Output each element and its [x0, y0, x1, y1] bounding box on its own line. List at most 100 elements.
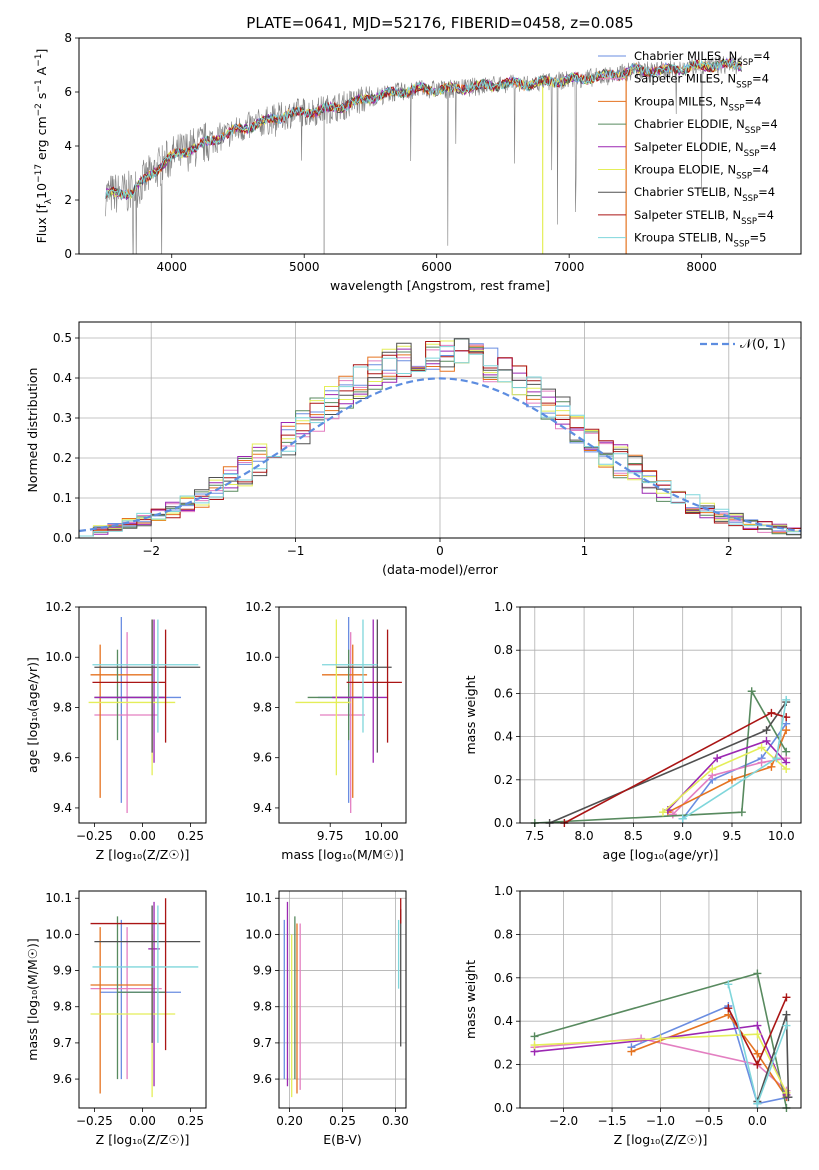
x-tick-label: 0.25 [177, 1114, 204, 1128]
weight-marker-salp_miles [757, 758, 766, 767]
y-tick-label: 10.2 [45, 600, 72, 614]
weight-marker-krou_elodie [530, 1041, 539, 1050]
x-tick-label: −1.0 [646, 1114, 675, 1128]
plot-area [88, 617, 201, 813]
x-tick-label: 0.30 [382, 1114, 409, 1128]
y-tick-label: 10.1 [45, 891, 72, 905]
x-tick-label: 8000 [686, 260, 717, 274]
frame: −2 −1 0 1 2 0.0 0.1 0.2 0.3 0.4 0.5 (data-model)/er… [25, 321, 802, 577]
y-tick-label: 10.1 [245, 891, 272, 905]
x-tick-label: 10.0 [768, 829, 795, 843]
frame: 9.75 10.00 9.4 9.6 9.8 10.0 10.2 mass [log₁₀(M/… [245, 600, 407, 862]
x-axis-label: E(B-V) [323, 1132, 362, 1147]
frame: −0.25 0.00 0.25 9.6 9.7 9.8 9.9 10.0 10.1 Z [log₁… [25, 890, 207, 1147]
y-tick-label: 0.2 [494, 1058, 513, 1072]
weight-marker-chab_stelib [784, 1093, 793, 1102]
y-tick-label: 0.3 [53, 411, 72, 425]
y-tick-label: 6 [64, 85, 72, 99]
y-tick-label: 0.0 [494, 1101, 513, 1115]
weight-marker-krou_elodie [782, 1088, 791, 1097]
axes-spectrum: 4000 5000 6000 7000 8000 0 2 4 6 8 wavelength [Ang… [34, 31, 802, 293]
x-axis-label: (data-model)/error [382, 562, 499, 577]
y-tick-label: 9.7 [53, 1036, 72, 1050]
legend-label-krou_miles: Kroupa MILES, NSSP=4 [634, 94, 761, 113]
y-tick-label: 10.0 [245, 927, 272, 941]
frame: −2.0 −1.5 −1.0 −0.5 0.0 0.0 0.2 0.4 0.6 0.8 1.0 Z [… [463, 884, 802, 1147]
y-axis-label: mass [log₁₀(M/M☉)] [25, 938, 40, 1060]
x-tick-label: 9.75 [317, 829, 344, 843]
weight-marker-chab_elodie [747, 687, 756, 696]
plot-area [78, 338, 802, 538]
x-tick-label: 9.5 [722, 829, 741, 843]
axes-age_weight: 7.5 8.0 8.5 9.0 9.5 10.0 0.0 0.2 0.4 0.6 0.8 1.0 age… [463, 600, 802, 862]
weight-line-chab_miles [631, 1004, 789, 1105]
x-tick-label: −0.25 [76, 1114, 113, 1128]
axes-z_age: −0.25 0.00 0.25 9.4 9.6 9.8 10.0 10.2 Z [log₁₀(Z… [25, 600, 207, 862]
y-tick-label: 9.8 [253, 700, 272, 714]
y-axis-label: mass weight [463, 675, 478, 754]
y-tick-label: 0.8 [494, 927, 513, 941]
y-tick-label: 9.8 [53, 700, 72, 714]
weight-marker-chab_elodie [737, 808, 746, 817]
x-tick-label: 0.25 [177, 829, 204, 843]
weight-marker-krou_elodie [708, 765, 717, 773]
y-axis-label: mass weight [463, 960, 478, 1039]
y-tick-label: 10.0 [45, 927, 72, 941]
weight-marker-salp_elodie [762, 736, 771, 745]
x-tick-label: 8.0 [575, 829, 594, 843]
x-tick-label: −0.5 [694, 1114, 723, 1128]
x-tick-label: 7000 [554, 260, 585, 274]
y-tick-label: 0.4 [494, 730, 513, 744]
normal-curve [78, 377, 802, 533]
weight-marker-krou_miles [727, 775, 736, 784]
y-tick-label: 0.2 [494, 773, 513, 787]
legend-label-chab_stelib: Chabrier STELIB, NSSP=4 [634, 185, 775, 204]
y-tick-label: 9.4 [53, 801, 72, 815]
x-axis-label: wavelength [Angstrom, rest frame] [330, 278, 550, 293]
axes-frame [519, 606, 802, 824]
y-tick-label: 0.6 [494, 971, 513, 985]
x-tick-label: 0.0 [748, 1114, 767, 1128]
x-tick-label: 9.0 [673, 829, 692, 843]
weight-marker-krou_stelib [772, 754, 781, 763]
y-tick-label: 1.0 [494, 884, 513, 898]
weight-marker-krou_stelib [678, 814, 687, 823]
x-tick-label: 6000 [421, 260, 452, 274]
y-tick-label: 0 [64, 247, 72, 261]
weight-marker-krou_stelib [724, 980, 733, 989]
x-tick-label: 2 [725, 544, 733, 558]
axes-frame [278, 606, 407, 824]
y-axis-label: Flux [fλ10−17 erg cm−2 s−1 A−1] [34, 49, 54, 244]
weight-marker-krou_elodie [658, 808, 667, 817]
y-tick-label: 9.6 [253, 1072, 272, 1086]
y-tick-label: 2 [64, 193, 72, 207]
weight-marker-krou_elodie [753, 1030, 762, 1039]
y-tick-label: 9.7 [253, 1036, 272, 1050]
frame: −0.25 0.00 0.25 9.4 9.6 9.8 10.0 10.2 Z [log₁₀(Z… [25, 600, 207, 862]
y-axis-label: age [log₁₀(age/yr)] [25, 657, 40, 773]
weight-line-chab_elodie [534, 688, 787, 824]
plot-area [530, 969, 793, 1112]
x-tick-label: 7.5 [525, 829, 544, 843]
y-tick-label: 0.8 [494, 643, 513, 657]
y-tick-label: 9.4 [253, 801, 272, 815]
weight-line-salp_stelib [564, 711, 787, 824]
weight-line-salp_elodie [667, 739, 787, 811]
x-tick-label: 4000 [156, 260, 187, 274]
figure-title: PLATE=0641, MJD=52176, FIBERID=0458, z=0… [246, 14, 633, 32]
weight-marker-krou_miles [767, 762, 776, 771]
weight-line-chab_miles [682, 723, 787, 820]
weight-marker-chab_elodie [782, 747, 791, 756]
weight-marker-krou_elodie [757, 743, 766, 752]
plot-area [283, 898, 402, 1098]
weight-marker-salp_stelib [724, 1004, 733, 1013]
legend-label-krou_stelib: Kroupa STELIB, NSSP=5 [634, 231, 766, 250]
weight-marker-krou_miles [753, 1049, 762, 1058]
plot-area [105, 55, 742, 254]
x-tick-label: −1.5 [597, 1114, 626, 1128]
axes-z_mass: −0.25 0.00 0.25 9.6 9.7 9.8 9.9 10.0 10.1 Z [log₁… [25, 890, 207, 1147]
weight-marker-salp_miles [668, 810, 677, 819]
legend-label-salp_elodie: Salpeter ELODIE, NSSP=4 [634, 140, 777, 159]
weight-marker-salp_elodie [753, 1021, 762, 1030]
